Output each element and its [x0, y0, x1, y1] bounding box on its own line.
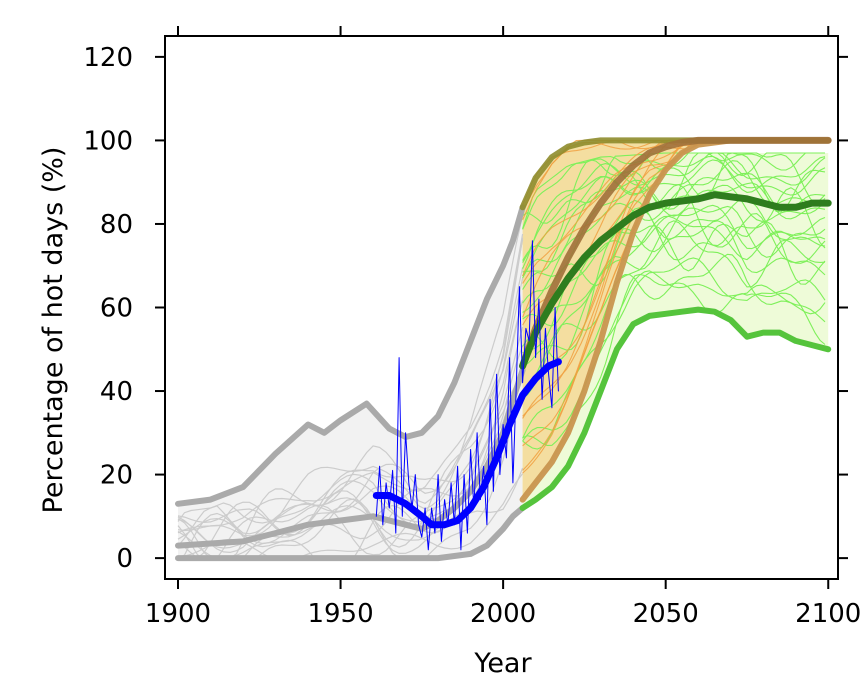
x-tick-label: 2050 — [633, 599, 699, 629]
scenario-b-member-line — [522, 220, 826, 367]
scenario-a-median-line — [519, 136, 832, 370]
scenario-b-member-line — [522, 198, 826, 327]
scenario-b-member-line — [522, 204, 826, 360]
historical-member-line — [177, 267, 524, 554]
scenario-b-member-line — [522, 220, 826, 396]
historical-range-band — [178, 207, 523, 559]
scenario-b-member-line — [522, 152, 826, 224]
historical-member-line — [177, 277, 524, 547]
y-tick-label: 120 — [83, 43, 133, 73]
scenario-b-median-line — [519, 191, 832, 370]
x-tick-label: 2000 — [470, 599, 536, 629]
scenario-b-member-line — [522, 209, 826, 361]
historical-member-line — [177, 237, 524, 535]
axes: 1900 1950 2000 2050 2100 0 20 40 60 80 100 120 — [83, 26, 861, 629]
x-tick-label: 1950 — [307, 599, 373, 629]
historical-member-line — [177, 300, 524, 559]
x-axis-title: Year — [473, 648, 532, 679]
y-tick-label: 80 — [100, 210, 133, 240]
observed-smooth-line — [372, 358, 562, 529]
summary-series — [175, 136, 832, 562]
scenario-b-member-line — [522, 152, 826, 263]
x-tick-label: 2100 — [795, 599, 861, 629]
historical-member-line — [177, 233, 524, 534]
scenario-b-member-line — [522, 215, 826, 366]
historical-lower-line — [175, 505, 526, 562]
scenario-b-member-line — [522, 270, 826, 442]
scenario-b-member-line — [522, 257, 826, 439]
observed-annual-line — [375, 240, 559, 551]
y-tick-label: 100 — [83, 126, 133, 156]
x-tick-label: 1900 — [145, 599, 211, 629]
scenario-b-lower-line — [519, 306, 832, 511]
y-axis-title: Percentage of hot days (%) — [38, 147, 69, 514]
y-tick-label: 40 — [100, 377, 133, 407]
y-tick-label: 0 — [116, 544, 133, 574]
y-tick-label: 20 — [100, 461, 133, 491]
uncertainty-bands — [178, 140, 829, 559]
historical-member-line — [177, 215, 524, 537]
y-tick-label: 60 — [100, 294, 133, 324]
scenario-b-member-line — [522, 159, 826, 279]
